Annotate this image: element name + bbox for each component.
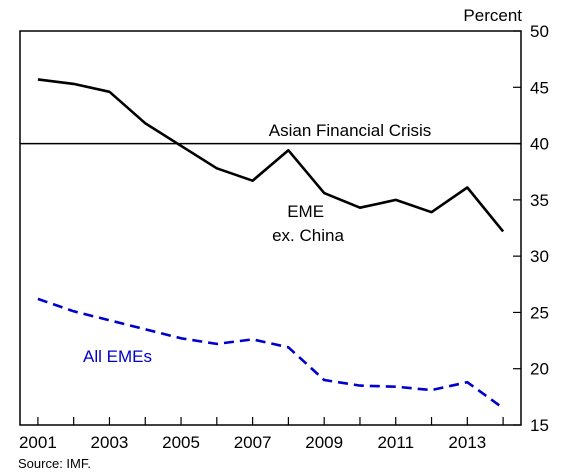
x-tick-label: 2003 xyxy=(91,433,129,452)
x-tick-label: 2005 xyxy=(162,433,200,452)
y-tick-label: 50 xyxy=(530,22,549,41)
series-line-0 xyxy=(37,78,505,233)
y-tick-label: 30 xyxy=(530,247,549,266)
plot-frame xyxy=(19,30,522,426)
series-line-1 xyxy=(37,297,504,410)
y-tick-label: 40 xyxy=(530,135,549,154)
x-tick-label: 2013 xyxy=(448,433,486,452)
y-tick-label: 35 xyxy=(530,191,549,210)
series-label-all-emes: All EMEs xyxy=(83,347,152,366)
x-tick-label: 2007 xyxy=(234,433,272,452)
source-note: Source: IMF. xyxy=(18,456,91,471)
y-axis: 15 20 25 30 35 40 45 50 xyxy=(513,22,549,435)
y-tick-label: 25 xyxy=(530,303,549,322)
x-tick-label: 2009 xyxy=(305,433,343,452)
y-tick-label: 45 xyxy=(530,78,549,97)
x-axis: 2001 2003 2005 2007 2009 2011 2013 xyxy=(19,417,504,452)
asian-financial-crisis-label: Asian Financial Crisis xyxy=(269,121,432,140)
series-label-eme-line1: EME xyxy=(287,202,324,221)
y-tick-label: 15 xyxy=(530,416,549,435)
series-layer xyxy=(37,78,505,410)
x-tick-label: 2001 xyxy=(19,433,57,452)
y-tick-label: 20 xyxy=(530,360,549,379)
series-label-eme-ex-china: EME ex. China xyxy=(272,202,344,245)
x-tick-label: 2011 xyxy=(377,433,414,452)
series-label-eme-line2: ex. China xyxy=(272,226,344,245)
y-axis-unit-label: Percent xyxy=(463,6,522,25)
